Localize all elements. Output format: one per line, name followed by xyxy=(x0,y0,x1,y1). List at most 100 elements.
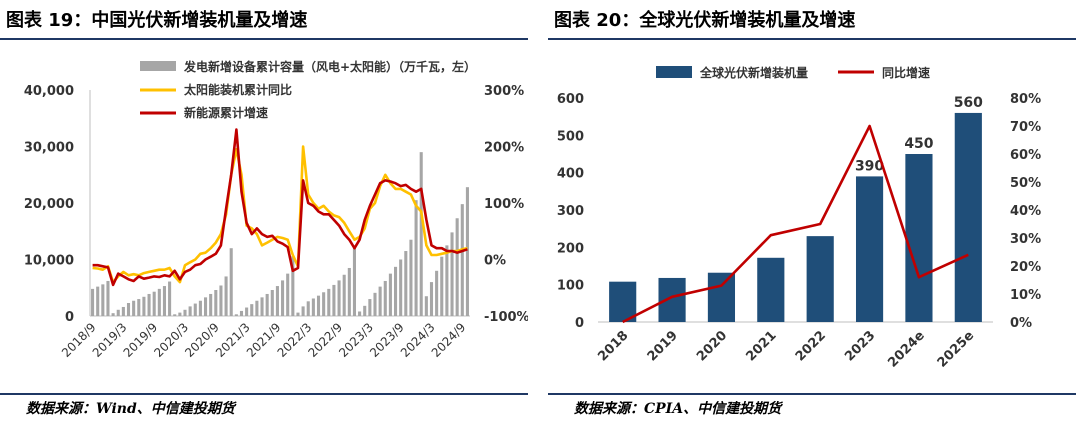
left-title-rule xyxy=(0,38,528,40)
y-tick-label: 300 xyxy=(557,204,584,219)
capacity-bar xyxy=(214,290,218,316)
bar-data-label: 450 xyxy=(904,136,933,152)
capacity-bar xyxy=(460,204,464,316)
capacity-bar xyxy=(450,232,454,316)
capacity-bar xyxy=(188,306,192,316)
capacity-bar xyxy=(332,284,336,316)
x-tick-label: 2021 xyxy=(743,328,779,364)
install-bar xyxy=(658,277,686,322)
capacity-bar xyxy=(204,297,208,316)
install-bar xyxy=(855,176,884,322)
capacity-bar xyxy=(265,293,269,316)
y2-tick-label: 20% xyxy=(1010,260,1041,275)
bar-data-label: 560 xyxy=(954,95,983,111)
capacity-bar xyxy=(209,293,213,316)
capacity-bar xyxy=(173,314,177,316)
capacity-bar xyxy=(193,303,197,316)
capacity-bar xyxy=(111,313,115,316)
y2-tick-label: -100% xyxy=(484,310,528,325)
left-source-note: 数据来源：Wind、中信建投期货 xyxy=(26,401,235,417)
capacity-bar xyxy=(322,292,326,316)
capacity-bar xyxy=(260,297,264,316)
capacity-bar xyxy=(137,299,141,316)
capacity-bar xyxy=(455,218,459,316)
growth-line xyxy=(622,124,969,324)
capacity-bar xyxy=(327,288,331,316)
install-bar xyxy=(905,154,933,322)
y2-tick-label: 30% xyxy=(1010,232,1041,247)
capacity-bar xyxy=(378,286,382,316)
y-tick-label: 0 xyxy=(65,310,74,325)
capacity-bar xyxy=(126,303,131,316)
capacity-bar xyxy=(147,293,151,316)
capacity-bar xyxy=(281,280,285,316)
capacity-bar xyxy=(445,245,449,316)
capacity-bar xyxy=(419,152,423,316)
capacity-bar xyxy=(101,284,105,316)
capacity-bar xyxy=(219,285,223,316)
y-tick-label: 200 xyxy=(557,241,584,256)
y2-tick-label: 300% xyxy=(484,84,524,99)
install-bar xyxy=(707,272,736,322)
y2-tick-label: 200% xyxy=(484,141,524,156)
capacity-bar xyxy=(91,288,95,316)
left-chart: 40,000 30,000 20,000 10,000 0 300% 200% 100% 0% -… xyxy=(24,59,528,360)
y-tick-label: 400 xyxy=(557,167,584,182)
solar-growth-line xyxy=(92,145,468,284)
capacity-bar xyxy=(347,267,351,316)
y-tick-label: 10,000 xyxy=(24,254,74,269)
capacity-bar xyxy=(363,305,367,316)
y2-tick-label: 60% xyxy=(1010,148,1041,163)
y-tick-label: 600 xyxy=(557,92,584,107)
capacity-bar xyxy=(250,304,254,316)
capacity-bar xyxy=(316,295,321,316)
capacity-bar xyxy=(121,306,125,316)
capacity-bar xyxy=(311,298,315,316)
capacity-bar xyxy=(183,309,187,316)
capacity-bar xyxy=(275,286,279,316)
capacity-bar xyxy=(229,248,233,316)
capacity-bar xyxy=(168,281,172,316)
legend-label-solar: 太阳能装机累计同比 xyxy=(184,82,292,97)
capacity-bar xyxy=(383,280,387,316)
capacity-bar xyxy=(162,286,166,316)
capacity-bar xyxy=(132,300,136,316)
capacity-bar xyxy=(286,273,290,316)
y-tick-label: 0 xyxy=(575,316,584,331)
capacity-bar xyxy=(429,282,434,316)
capacity-bar xyxy=(465,187,469,316)
capacity-bar xyxy=(178,312,182,316)
y-tick-label: 20,000 xyxy=(24,197,74,212)
capacity-bar xyxy=(239,310,244,316)
capacity-bar xyxy=(224,276,228,316)
capacity-bar xyxy=(142,296,146,316)
legend-label-growth: 同比增速 xyxy=(882,65,930,80)
legend-swatch-capacity xyxy=(140,61,176,71)
legend-label-new-energy: 新能源累计增速 xyxy=(184,105,268,120)
capacity-bar xyxy=(424,296,428,316)
y2-tick-label: 10% xyxy=(1010,288,1041,303)
capacity-bar xyxy=(404,251,408,316)
capacity-bar xyxy=(306,301,310,316)
capacity-bar xyxy=(291,256,295,316)
y2-tick-label: 50% xyxy=(1010,176,1041,191)
install-bar xyxy=(609,281,637,322)
left-figure: 图表 19：中国光伏新增装机量及增速 40,000 30,000 20,000 10,… xyxy=(0,0,528,431)
right-bottom-rule xyxy=(548,393,1076,395)
capacity-bar xyxy=(234,314,238,316)
left-figure-title: 图表 19：中国光伏新增装机量及增速 xyxy=(6,10,308,31)
x-tick-label: 2024e xyxy=(885,328,928,371)
y2-tick-label: 40% xyxy=(1010,204,1041,219)
capacity-bar xyxy=(342,274,346,316)
capacity-bar xyxy=(409,239,413,316)
y-tick-label: 500 xyxy=(557,129,584,144)
capacity-bar xyxy=(440,256,444,316)
right-figure-title: 图表 20：全球光伏新增装机量及增速 xyxy=(554,10,856,31)
capacity-bar xyxy=(157,288,161,316)
capacity-bar xyxy=(394,266,398,316)
capacity-bar xyxy=(368,299,372,316)
capacity-bar xyxy=(106,280,110,316)
capacity-bar xyxy=(245,307,249,316)
bar-data-label: 390 xyxy=(855,158,884,174)
legend-label-capacity: 发电新增设备累计容量（风电+太阳能）（万千瓦，左） xyxy=(183,59,476,74)
